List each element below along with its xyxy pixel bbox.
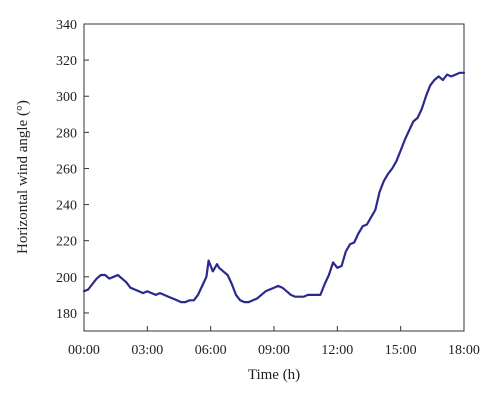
y-tick-label: 280 [56,126,77,141]
y-axis-title: Horizontal wind angle (°) [15,100,31,254]
y-tick-label: 340 [56,18,77,33]
x-tick-label: 03:00 [131,343,163,358]
y-tick-label: 260 [56,162,77,177]
x-tick-label: 12:00 [321,343,353,358]
x-axis-title: Time (h) [248,367,300,383]
series-line-wind-angle [82,71,466,304]
y-axis-ticks: 180 200 220 240 260 280 300 320 340 [56,18,89,322]
x-tick-label: 18:00 [448,343,480,358]
y-tick-label: 220 [56,235,77,250]
y-tick-label: 320 [56,54,77,69]
x-axis-ticks: 00:00 03:00 06:00 09:00 12:00 15:00 18:00 [68,326,480,358]
x-tick-label: 09:00 [258,343,290,358]
y-tick-label: 180 [56,307,77,322]
y-tick-label: 300 [56,90,77,105]
x-tick-label: 15:00 [385,343,417,358]
plot-frame [83,23,465,332]
x-tick-label: 00:00 [68,343,100,358]
y-tick-label: 240 [56,199,77,214]
x-tick-label: 06:00 [195,343,227,358]
y-tick-label: 200 [56,271,77,286]
